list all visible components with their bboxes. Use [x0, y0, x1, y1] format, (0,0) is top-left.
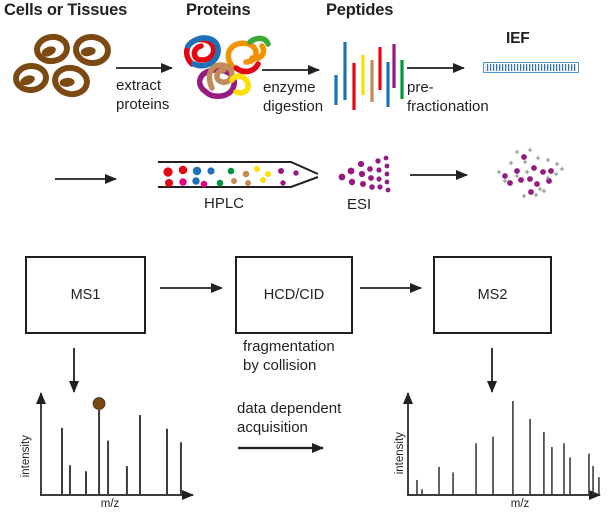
esi-droplet-dot — [377, 184, 383, 190]
hplc-analyte-dot — [293, 170, 299, 176]
hplc-analyte-dot — [192, 177, 200, 185]
esi-droplet-dot — [385, 187, 391, 193]
esi-droplet-dot — [383, 155, 389, 161]
peptides-title: Peptides — [326, 1, 394, 19]
hplc-analyte-dot — [254, 166, 260, 172]
proteins-title: Proteins — [186, 1, 251, 19]
ms1-x-axis-label: m/z — [100, 498, 120, 510]
peptide-bar — [400, 60, 404, 99]
ion-dot — [528, 189, 534, 195]
ionized-peptides-icon — [496, 147, 565, 199]
hplc-column-icon — [158, 161, 319, 188]
ms2-x-axis-label: m/z — [510, 498, 530, 510]
hplc-analyte-dot — [231, 178, 237, 184]
esi-label: ESI — [347, 196, 372, 213]
hplc-analyte-dot — [227, 167, 235, 175]
hplc-analyte-dot — [280, 180, 286, 186]
dda-label: data dependent acquisition — [237, 400, 342, 436]
fragmentation-label: fragmentation by collision — [243, 338, 335, 374]
esi-droplet-dot — [367, 166, 373, 172]
hplc-analyte-dot — [245, 180, 251, 186]
hplc-analyte-dot — [192, 166, 202, 176]
cells-title: Cells or Tissues — [4, 1, 128, 19]
peptide-bar — [352, 63, 356, 110]
hplc-analyte-dot — [260, 177, 266, 183]
esi-droplet-dot — [360, 181, 366, 187]
ion-dot — [540, 169, 546, 175]
esi-droplet-dot — [348, 178, 356, 186]
hcd-cid-box: HCD/CID — [235, 256, 353, 334]
esi-droplet-dot — [384, 179, 390, 185]
ms1-box-label: MS1 — [70, 287, 101, 303]
esi-droplet-dot — [384, 163, 390, 169]
ion-dot — [546, 178, 552, 184]
hplc-analyte-dot — [163, 167, 173, 177]
ms2-box: MS2 — [433, 256, 552, 334]
esi-droplet-dot — [358, 170, 366, 178]
ion-dot — [507, 180, 513, 186]
hplc-analyte-dot — [178, 165, 188, 175]
ion-dot — [521, 154, 527, 160]
esi-droplet-dot — [357, 160, 365, 168]
esi-droplet-dot — [376, 167, 382, 173]
esi-spray-icon — [338, 155, 391, 193]
ion-dot — [502, 173, 508, 179]
esi-droplet-dot — [384, 171, 390, 177]
peptide-bar — [370, 60, 374, 102]
peptide-bar — [392, 44, 396, 88]
ms1-y-axis-label: intensity — [19, 435, 32, 478]
ion-dot — [527, 176, 533, 182]
hplc-analyte-dot — [278, 168, 284, 174]
ief-strip-icon — [483, 62, 579, 73]
peptide-bar — [343, 42, 347, 100]
ief-title: IEF — [506, 30, 530, 47]
hplc-analyte-dot — [216, 179, 224, 187]
ion-dot — [514, 168, 520, 174]
hplc-label: HPLC — [204, 195, 245, 212]
esi-droplet-dot — [347, 167, 355, 175]
cells-icon — [13, 33, 111, 98]
esi-droplet-dot — [338, 173, 346, 181]
hplc-analyte-dot — [207, 167, 215, 175]
hplc-analyte-dot — [200, 180, 208, 188]
esi-droplet-dot — [369, 184, 375, 190]
peptides-icon — [334, 42, 404, 110]
esi-droplet-dot — [375, 158, 381, 164]
ion-dot — [518, 177, 524, 183]
ion-dot — [548, 168, 554, 174]
proteins-icon — [184, 35, 271, 99]
extract-proteins-label: extract proteins — [116, 77, 170, 113]
ms2-spectrum-axes — [403, 392, 601, 500]
ion-dot — [531, 165, 537, 171]
peptide-bar — [378, 47, 382, 90]
hplc-analyte-dot — [242, 170, 250, 178]
ms1-spectrum-peaks — [61, 397, 182, 495]
esi-droplet-dot — [368, 175, 374, 181]
peptide-bar — [334, 75, 338, 105]
hplc-analyte-dot — [165, 179, 173, 187]
peptide-bar — [386, 62, 390, 107]
selected-precursor-dot — [92, 397, 106, 410]
ms2-y-axis-label: intensity — [393, 432, 406, 475]
flow-arrows — [55, 63, 497, 453]
hcd-cid-box-label: HCD/CID — [263, 287, 325, 303]
hplc-analytes-icon — [163, 165, 299, 188]
ms1-box: MS1 — [25, 256, 146, 334]
enzyme-digestion-label: enzyme digestion — [263, 79, 324, 115]
ms2-spectrum-peaks — [416, 401, 600, 495]
hplc-analyte-dot — [179, 178, 187, 186]
ms2-box-label: MS2 — [477, 287, 508, 303]
hplc-analyte-dot — [265, 171, 271, 177]
peptide-bar — [361, 55, 365, 95]
pre-fractionation-label: pre- fractionation — [407, 79, 489, 115]
ion-dot — [534, 181, 540, 187]
esi-droplet-dot — [376, 176, 382, 182]
